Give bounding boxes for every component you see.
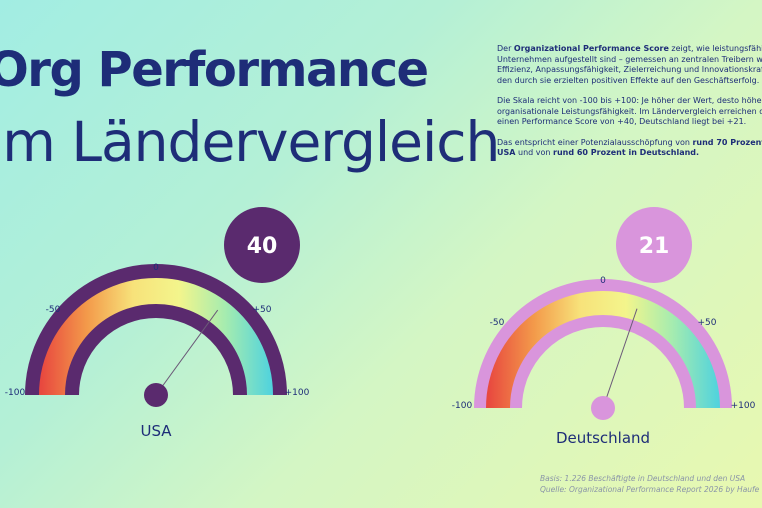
footer-source: Quelle: Organizational Performance Repor…: [540, 485, 760, 494]
tick-label-min: -100: [452, 401, 473, 411]
page-subtitle: im Ländervergleich: [0, 110, 500, 174]
description-paragraph-1: Der Organizational Performance Score zei…: [497, 44, 762, 85]
description-paragraph-2: Die Skala reicht von -100 bis +100: Je h…: [497, 96, 762, 126]
tick-label-max: +100: [731, 401, 756, 411]
score-value: 21: [639, 234, 670, 259]
score-badge: [616, 207, 692, 283]
gauge-color-band: [39, 278, 273, 396]
footer-basis: Basis: 1.226 Beschäftigte in Deutschland…: [540, 474, 746, 483]
gauge-needle-hub: [591, 396, 615, 420]
tick-label-zero: 0: [153, 263, 159, 273]
description-paragraph-3: Das entspricht einer Potenzialausschöpfu…: [497, 137, 762, 158]
country-label: USA: [140, 422, 172, 440]
tick-label-plus-50: +50: [698, 318, 717, 328]
description: Der Organizational Performance Score zei…: [497, 44, 762, 169]
score-badge: [224, 207, 300, 283]
gauge-needle-hub: [144, 383, 168, 407]
score-value: 40: [247, 234, 278, 259]
gauge-color-band: [486, 291, 720, 409]
country-label: Deutschland: [556, 429, 650, 447]
gauge-needle: [155, 309, 219, 396]
gauge-needle: [602, 308, 638, 409]
tick-label-plus-50: +50: [253, 305, 272, 315]
tick-label-min: -100: [5, 388, 26, 398]
tick-label-minus-50: -50: [490, 318, 505, 328]
page-title: Org Performance: [0, 42, 429, 98]
tick-label-zero: 0: [600, 276, 606, 286]
gauge-usa: 40 -100 -50 0 +50 +100 USA: [5, 207, 310, 440]
tick-label-max: +100: [285, 388, 310, 398]
gauge-deutschland: 21 -100 -50 0 +50 +100 Deutschland: [452, 207, 756, 447]
tick-label-minus-50: -50: [46, 305, 61, 315]
